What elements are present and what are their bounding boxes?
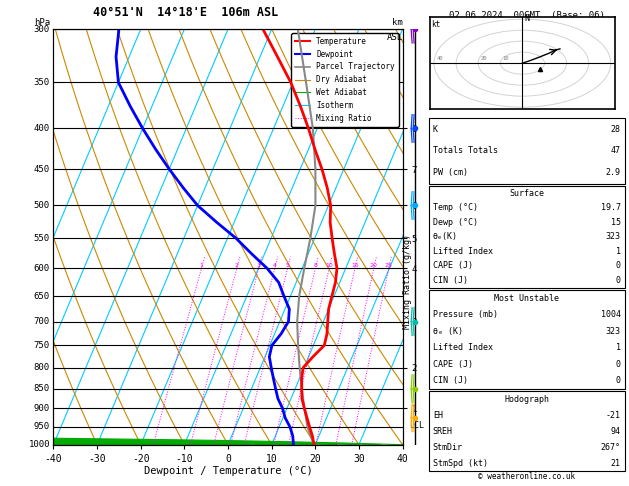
Text: 02.06.2024  00GMT  (Base: 06): 02.06.2024 00GMT (Base: 06): [449, 11, 604, 20]
X-axis label: Dewpoint / Temperature (°C): Dewpoint / Temperature (°C): [143, 467, 313, 476]
Text: 20: 20: [370, 263, 378, 268]
Text: 28: 28: [611, 124, 621, 134]
Text: 20: 20: [481, 56, 487, 61]
Text: 300: 300: [34, 25, 50, 34]
Text: 600: 600: [34, 264, 50, 273]
Text: 0: 0: [616, 376, 621, 385]
Text: CAPE (J): CAPE (J): [433, 360, 473, 369]
Text: 5: 5: [286, 263, 289, 268]
Text: Hodograph: Hodograph: [504, 395, 549, 404]
Text: 1: 1: [616, 343, 621, 352]
Text: EH: EH: [433, 411, 443, 420]
Text: LCL: LCL: [409, 421, 425, 430]
Text: 323: 323: [606, 327, 621, 336]
Text: 0: 0: [616, 360, 621, 369]
Text: © weatheronline.co.uk: © weatheronline.co.uk: [478, 472, 576, 481]
Text: 800: 800: [34, 363, 50, 372]
Text: 8: 8: [313, 263, 318, 268]
Text: θₑ(K): θₑ(K): [433, 232, 458, 242]
Text: 94: 94: [611, 427, 621, 436]
Text: 19.7: 19.7: [601, 204, 621, 212]
Text: θₑ (K): θₑ (K): [433, 327, 463, 336]
Text: Temp (°C): Temp (°C): [433, 204, 478, 212]
Text: Lifted Index: Lifted Index: [433, 343, 493, 352]
Text: 4: 4: [273, 263, 277, 268]
Text: Surface: Surface: [509, 189, 544, 198]
Bar: [429, 290, 625, 389]
Text: CAPE (J): CAPE (J): [433, 261, 473, 270]
Text: 21: 21: [611, 459, 621, 468]
Text: 500: 500: [34, 201, 50, 210]
Text: 15: 15: [351, 263, 359, 268]
Text: 350: 350: [34, 78, 50, 87]
Text: N: N: [525, 15, 529, 23]
Text: kt: kt: [431, 20, 441, 29]
Text: Lifted Index: Lifted Index: [433, 247, 493, 256]
Bar: [429, 186, 625, 288]
Text: 1004: 1004: [601, 310, 621, 319]
Text: 2.9: 2.9: [606, 168, 621, 177]
Text: StmDir: StmDir: [433, 443, 463, 452]
Text: 700: 700: [34, 317, 50, 326]
Text: SREH: SREH: [433, 427, 453, 436]
Text: PW (cm): PW (cm): [433, 168, 468, 177]
Text: -21: -21: [606, 411, 621, 420]
Text: Totals Totals: Totals Totals: [433, 146, 498, 156]
Text: 3: 3: [257, 263, 260, 268]
Text: 1: 1: [616, 247, 621, 256]
Text: K: K: [433, 124, 438, 134]
Text: 0: 0: [616, 276, 621, 285]
Text: 900: 900: [34, 404, 50, 413]
Text: km: km: [392, 18, 403, 27]
Text: 650: 650: [34, 292, 50, 300]
Text: 1000: 1000: [28, 440, 50, 449]
Text: 267°: 267°: [601, 443, 621, 452]
Text: CIN (J): CIN (J): [433, 276, 468, 285]
Text: StmSpd (kt): StmSpd (kt): [433, 459, 487, 468]
Text: hPa: hPa: [34, 18, 50, 27]
Text: 1: 1: [199, 263, 203, 268]
Text: 47: 47: [611, 146, 621, 156]
Text: 0: 0: [616, 261, 621, 270]
Text: Dewp (°C): Dewp (°C): [433, 218, 478, 227]
Bar: [429, 118, 625, 184]
Text: 950: 950: [34, 422, 50, 432]
Text: 2: 2: [235, 263, 239, 268]
Text: 10: 10: [503, 56, 509, 61]
Text: 15: 15: [611, 218, 621, 227]
Text: Most Unstable: Most Unstable: [494, 294, 559, 303]
Text: 750: 750: [34, 341, 50, 350]
Text: 450: 450: [34, 165, 50, 174]
Legend: Temperature, Dewpoint, Parcel Trajectory, Dry Adiabat, Wet Adiabat, Isotherm, Mi: Temperature, Dewpoint, Parcel Trajectory…: [291, 33, 399, 126]
Text: 400: 400: [34, 124, 50, 133]
Text: 10: 10: [325, 263, 333, 268]
Text: CIN (J): CIN (J): [433, 376, 468, 385]
Text: Mixing Ratio (g/kg): Mixing Ratio (g/kg): [403, 234, 412, 330]
Text: 323: 323: [606, 232, 621, 242]
Text: 850: 850: [34, 384, 50, 393]
Text: Pressure (mb): Pressure (mb): [433, 310, 498, 319]
Bar: [429, 391, 625, 471]
Text: ASL: ASL: [386, 34, 403, 42]
Text: 40°51'N  14°18'E  106m ASL: 40°51'N 14°18'E 106m ASL: [94, 6, 279, 19]
Text: 550: 550: [34, 234, 50, 243]
Text: 25: 25: [385, 263, 392, 268]
Text: 40: 40: [437, 56, 443, 61]
